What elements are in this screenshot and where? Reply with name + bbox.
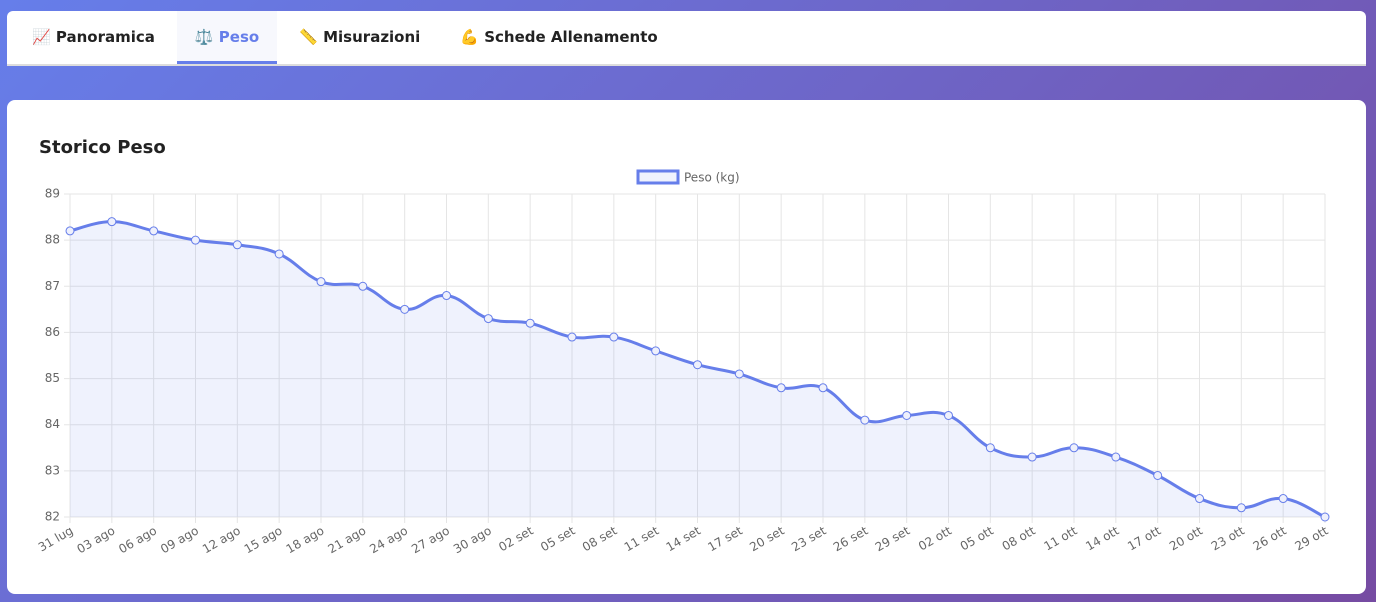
point xyxy=(1153,470,1163,480)
x-tick-label: 17 set xyxy=(705,523,745,554)
x-tick-label: 03 ago xyxy=(74,523,117,556)
x-tick-label: 05 set xyxy=(538,523,578,554)
x-tick-label: 05 ott xyxy=(958,523,996,553)
x-tick-label: 26 set xyxy=(831,523,871,554)
legend-swatch xyxy=(636,169,680,185)
y-tick-label: 82 xyxy=(45,510,60,524)
point xyxy=(400,304,410,314)
x-tick-label: 12 ago xyxy=(200,523,243,556)
x-tick-label: 26 ott xyxy=(1251,523,1289,553)
x-tick-label: 27 ago xyxy=(409,523,452,556)
x-tick-label: 14 ott xyxy=(1083,523,1121,553)
legend-label: Peso (kg) xyxy=(684,171,740,185)
point xyxy=(107,217,117,227)
y-tick-label: 86 xyxy=(45,325,60,339)
y-tick-label: 89 xyxy=(45,187,60,201)
point xyxy=(191,235,200,245)
point xyxy=(483,314,493,324)
point xyxy=(860,415,870,425)
point xyxy=(232,240,242,250)
point xyxy=(567,332,577,342)
point xyxy=(442,291,451,301)
point xyxy=(65,226,75,236)
point xyxy=(1278,494,1288,504)
x-tick-label: 20 set xyxy=(747,523,787,554)
point xyxy=(776,383,786,393)
x-tick-label: 17 ott xyxy=(1125,523,1163,553)
x-tick-label: 08 set xyxy=(580,523,620,554)
point xyxy=(902,410,912,420)
point xyxy=(818,383,828,393)
x-tick-label: 23 ott xyxy=(1209,523,1247,553)
tab[interactable]: 📏 Misurazioni xyxy=(299,28,421,46)
point xyxy=(1236,503,1246,513)
x-tick-label: 14 set xyxy=(664,523,704,554)
tab[interactable]: ⚖️ Peso xyxy=(176,11,278,64)
tab-bar: 📈 Panoramica ⚖️ Peso 📏 Misurazioni 💪 Sch… xyxy=(7,11,1366,66)
x-tick-label: 02 ott xyxy=(916,523,954,553)
x-tick-label: 09 ago xyxy=(158,523,201,556)
y-tick-label: 84 xyxy=(45,417,60,431)
x-tick-label: 11 set xyxy=(622,523,662,554)
point xyxy=(1027,452,1037,462)
point xyxy=(149,226,159,236)
point xyxy=(693,360,702,370)
point xyxy=(609,332,619,342)
x-tick-label: 24 ago xyxy=(367,523,410,556)
point xyxy=(316,277,326,287)
x-tick-label: 23 set xyxy=(789,523,829,554)
y-tick-label: 87 xyxy=(45,279,60,293)
point xyxy=(651,346,661,356)
card: Storico Peso 82 83 84 85 86 87 88 89 31 lug 03 ag… xyxy=(7,100,1366,594)
x-tick-label: 20 ott xyxy=(1167,523,1205,553)
point xyxy=(1195,494,1204,504)
x-tick-label: 11 ott xyxy=(1041,523,1079,553)
point xyxy=(734,369,744,379)
point xyxy=(525,318,535,328)
y-tick-label: 83 xyxy=(45,463,60,477)
x-tick-label: 21 ago xyxy=(325,523,368,556)
x-tick-label: 30 ago xyxy=(451,523,494,556)
x-tick-label: 06 ago xyxy=(116,523,159,556)
y-tick-label: 88 xyxy=(45,233,60,247)
x-tick-label: 08 ott xyxy=(1000,523,1038,553)
x-tick-label: 29 ott xyxy=(1292,523,1330,553)
x-tick-label: 02 set xyxy=(496,523,536,554)
tab[interactable]: 💪 Schede Allenamento xyxy=(460,28,658,46)
y-tick-label: 85 xyxy=(45,371,60,385)
area xyxy=(70,221,1325,517)
point xyxy=(1320,512,1330,522)
point xyxy=(985,443,995,453)
point xyxy=(1111,452,1121,462)
x-tick-label: 18 ago xyxy=(284,523,327,556)
x-tick-label: 31 lug xyxy=(36,523,76,554)
chart-title: Storico Peso xyxy=(39,137,166,158)
point xyxy=(944,410,953,420)
point xyxy=(274,249,284,259)
point xyxy=(1069,443,1079,453)
x-tick-label: 15 ago xyxy=(242,523,285,556)
tab[interactable]: 📈 Panoramica xyxy=(32,28,155,46)
point xyxy=(358,281,368,291)
x-tick-label: 29 set xyxy=(873,523,913,554)
